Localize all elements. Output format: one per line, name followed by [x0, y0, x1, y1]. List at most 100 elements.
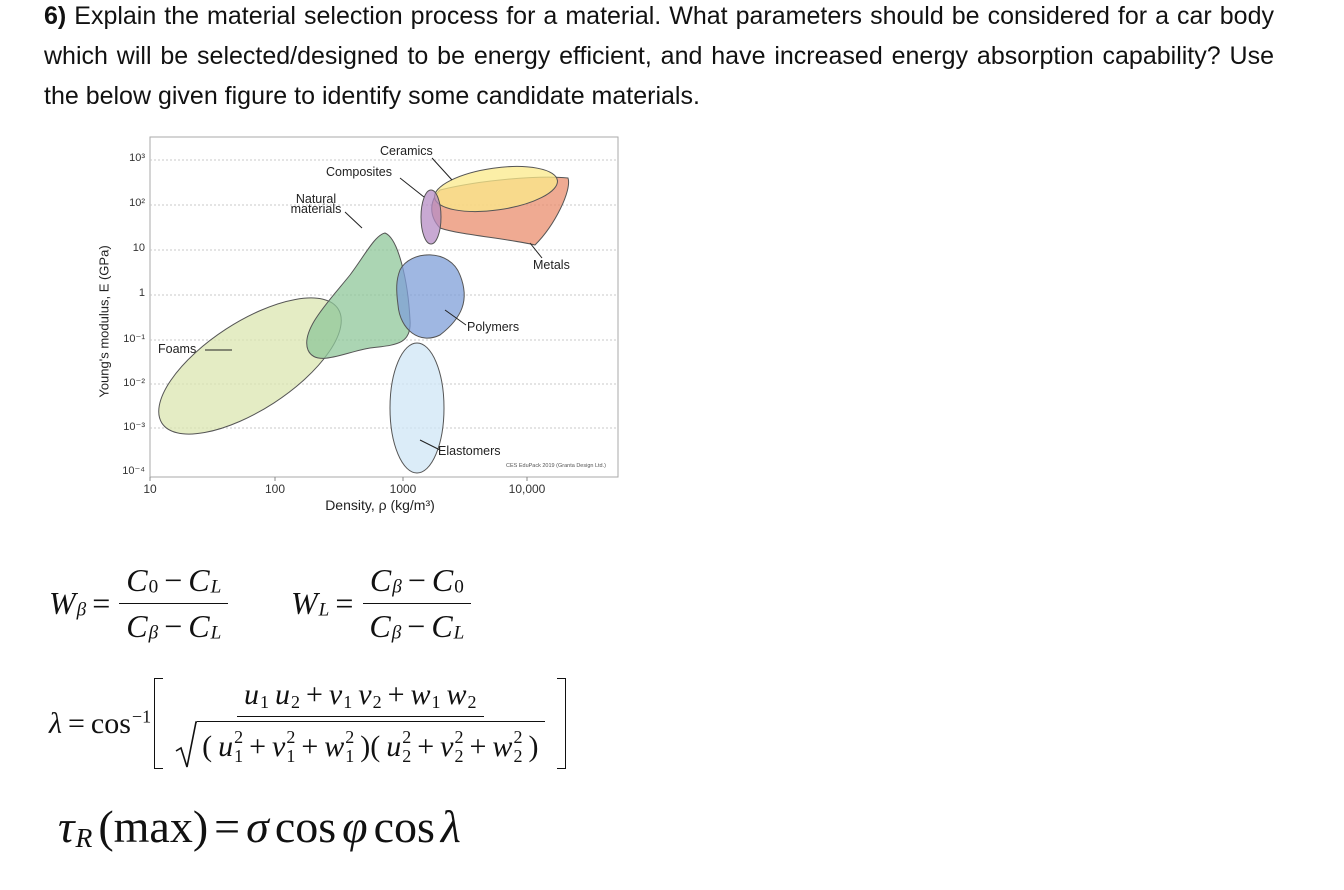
family-label: Polymers [467, 320, 520, 334]
superscript: 2 [345, 726, 355, 747]
math-base: u [243, 678, 259, 711]
subscript: L [210, 577, 222, 599]
math-script: β [392, 577, 402, 598]
math-base: v [272, 729, 286, 763]
subscript: β [76, 600, 87, 622]
square-root: (u 2 1 + v 2 1 + w 2 1)(u 2 2 + v 2 2 + w 2 2) [175, 721, 546, 769]
math-token: = [92, 585, 110, 622]
y-tick-label: 10³ [129, 152, 145, 164]
y-tick-label: 1 [138, 287, 145, 299]
math-text: − [407, 562, 426, 598]
math-base: v [440, 729, 454, 763]
subscript: β [148, 623, 159, 645]
math-base: C [369, 562, 392, 598]
math-text: ) [528, 729, 539, 763]
x-tick-label: 100 [264, 482, 286, 496]
numerator: u 1 u 2 + v 1 v 2 + w 1 w 2 [236, 678, 484, 717]
math-text: ( [202, 729, 213, 763]
math-base: C [369, 608, 391, 644]
math-token: + [249, 730, 266, 764]
y-tick-label: 10⁻¹ [123, 333, 145, 345]
math-base: w [492, 729, 513, 763]
math-base: C [126, 608, 148, 644]
family-label: Composites [326, 165, 392, 179]
math-token: ( [202, 730, 212, 764]
subscript: 2 [454, 745, 464, 766]
math-text: + [301, 729, 319, 763]
x-tick-label: 10,000 [508, 482, 546, 496]
math-text: λ [440, 801, 461, 852]
math-text: + [387, 678, 405, 711]
math-text: φ [342, 801, 368, 852]
math-token: ) [528, 730, 538, 764]
ashby-chart [149, 136, 619, 481]
math-token: + [417, 730, 434, 764]
math-script: 1 [259, 691, 269, 712]
radicand: (u 2 1 + v 2 1 + w 2 1)(u 2 2 + v 2 2 + w 2 2) [197, 721, 546, 769]
math-token: = [335, 585, 353, 622]
x-tick-label: 10 [143, 482, 157, 496]
math-text: σ [246, 801, 269, 852]
radical-sign [175, 721, 198, 768]
subscript: 2 [372, 691, 382, 712]
subscript: 0 [454, 577, 464, 599]
superscript: 2 [234, 726, 244, 747]
math-base: w [446, 678, 467, 711]
math-base: W [291, 585, 318, 621]
subscript: 1 [343, 691, 353, 712]
subscript: 0 [148, 577, 159, 599]
math-token: = [214, 800, 240, 853]
math-script: 0 [454, 577, 464, 599]
math-script: β [392, 623, 402, 644]
math-token: = [68, 707, 85, 741]
math-script: L [211, 623, 222, 644]
subscript: 2 [402, 745, 412, 766]
math-token: (max) [98, 800, 208, 853]
math-script: 2 [468, 692, 477, 712]
math-text: − [407, 608, 426, 644]
math-script: 0 [148, 577, 159, 599]
math-text: + [417, 729, 435, 763]
math-text: + [305, 678, 323, 711]
credit: CES EduPack 2019 (Granta Design Ltd.) [506, 463, 606, 469]
y-tick-label: 10⁻² [123, 377, 145, 389]
subscript: 1 [259, 691, 269, 712]
math-text: − [164, 562, 183, 598]
math-script: 1 [432, 692, 441, 712]
equation: λ = cos −1 u 1 u 2 + v 1 v 2 + w 1 w 2(u 2 1 + v 2 1 + w 2 1)(u 2 2 + v… [46, 678, 567, 769]
math-text: )( [360, 729, 381, 763]
math-text: cos [373, 801, 435, 852]
family-label: Natural materials [290, 192, 342, 216]
math-base: τ [58, 801, 75, 852]
math-base: w [410, 678, 431, 711]
x-axis-label: Density, ρ (kg/m³) [325, 497, 435, 513]
subscript: 1 [345, 745, 355, 766]
math-base: v [358, 678, 372, 711]
math-text: + [249, 729, 266, 763]
math-script: 2 [291, 692, 300, 712]
math-token: )( [360, 730, 380, 764]
math-token: − [164, 562, 182, 599]
superscript: 2 [454, 726, 464, 747]
family-label: Foams [158, 342, 197, 356]
x-tick-label: 1000 [389, 482, 417, 496]
